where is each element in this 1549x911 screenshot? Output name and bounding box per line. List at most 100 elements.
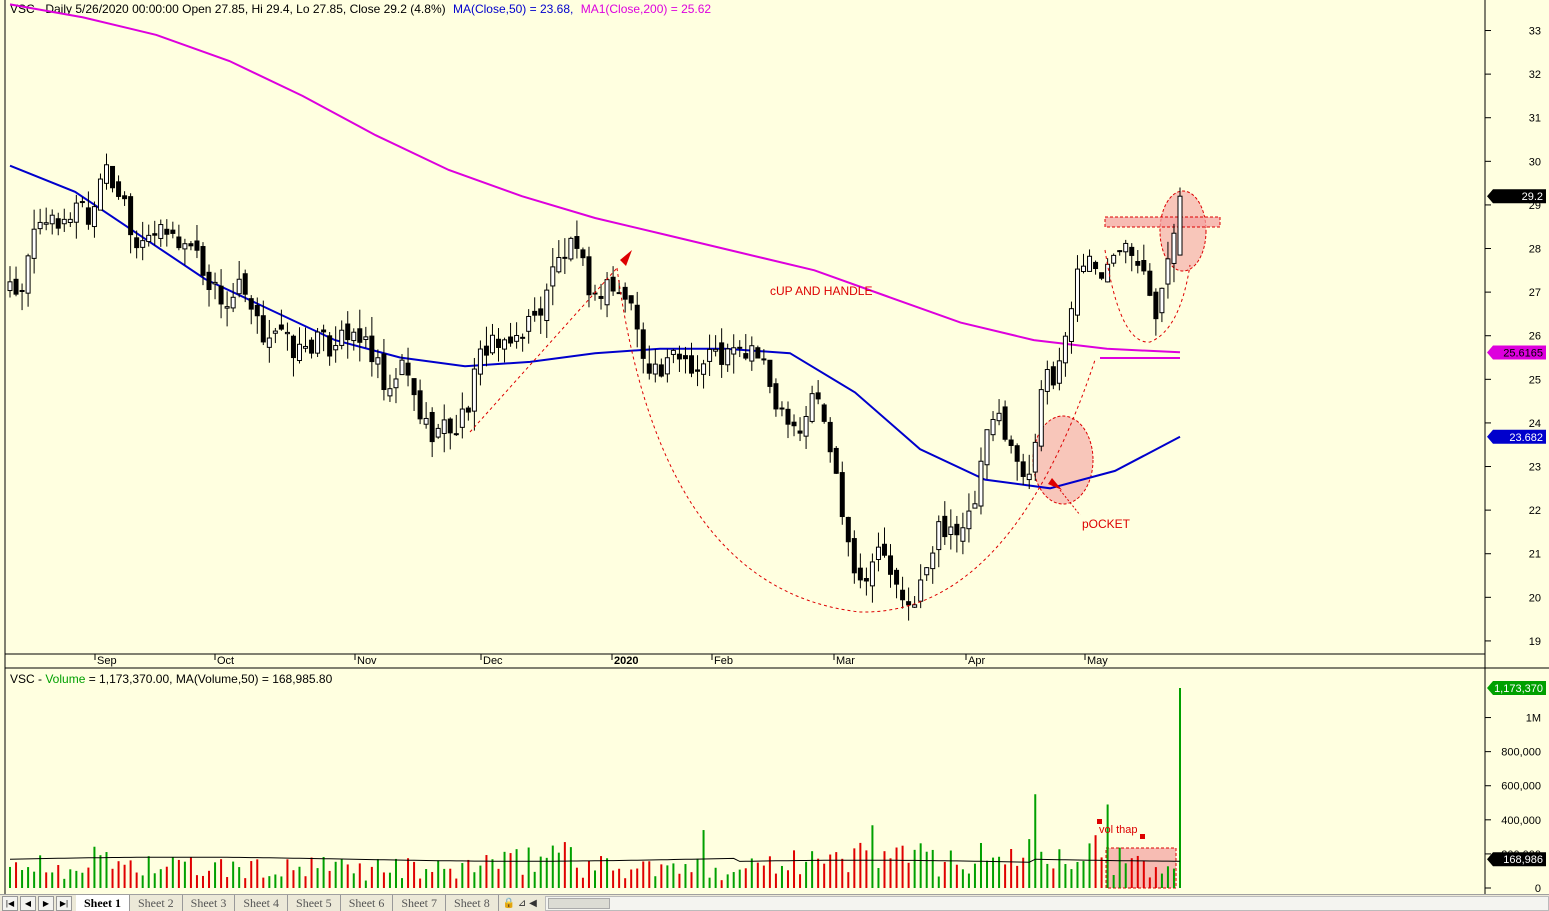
volume-bar [497, 868, 500, 888]
sheet-tab[interactable]: Sheet 5 [288, 895, 341, 911]
candle [622, 282, 628, 313]
volume-bar [153, 873, 156, 888]
candle [483, 326, 489, 367]
volume-bar [226, 877, 229, 888]
sheet-tab[interactable]: Sheet 6 [341, 895, 394, 911]
volume-bar [925, 851, 928, 888]
volume-bar [575, 867, 578, 888]
volume-bar [931, 849, 934, 888]
candle [803, 406, 809, 449]
candle [278, 309, 284, 331]
volume-bar [973, 863, 976, 888]
candle [869, 553, 875, 603]
candle [664, 349, 670, 383]
candle [369, 316, 375, 377]
pocket-pointer [1059, 489, 1081, 516]
sheet-tab[interactable]: Sheet 3 [183, 895, 236, 911]
candle [128, 193, 134, 254]
prev-sheet-button[interactable]: ◀ [20, 895, 36, 911]
last-sheet-button[interactable]: ▶| [56, 895, 72, 911]
volume-bar [1058, 849, 1061, 888]
volume-bar [786, 870, 789, 888]
first-sheet-button[interactable]: |◀ [2, 895, 18, 911]
volume-bar [57, 865, 60, 888]
volume-bar [955, 864, 958, 888]
price-tick-label: 25 [1529, 374, 1541, 386]
sheet-tab[interactable]: Sheet 7 [393, 895, 447, 911]
volume-bar [943, 861, 946, 888]
candle [954, 515, 960, 553]
candle [194, 224, 200, 259]
candle [1068, 301, 1074, 354]
volume-bar [443, 868, 446, 888]
candle [863, 567, 869, 596]
volume-bar [437, 860, 440, 888]
volume-bar [358, 863, 361, 888]
volume-bar [304, 876, 307, 888]
volume-bar [274, 874, 277, 888]
candle [290, 334, 296, 377]
cup-and-handle-label: cUP AND HANDLE [770, 284, 872, 298]
candle [942, 501, 948, 545]
volume-ma-header-label: MA(Volume,50) = 168,985.80 [176, 672, 333, 686]
candle [212, 272, 218, 300]
candle [164, 219, 170, 247]
candle [628, 295, 634, 311]
candle [387, 374, 393, 402]
volume-bar [738, 869, 741, 888]
candle [140, 221, 146, 261]
candle [688, 342, 694, 378]
candle [465, 405, 471, 421]
last-price-tag: 29.2 [1487, 189, 1546, 204]
candle [489, 323, 495, 356]
candle [695, 355, 701, 387]
volume-bar [346, 864, 349, 888]
ma200-header-label: MA1(Close,200) = 25.62 [581, 2, 712, 16]
volume-bar [865, 850, 868, 888]
svg-text:1,173,370: 1,173,370 [1494, 683, 1543, 695]
volume-bar [238, 867, 241, 888]
volume-bar [642, 861, 645, 888]
price-tick-label: 33 [1529, 26, 1541, 38]
candle [453, 414, 459, 437]
candle [731, 334, 737, 374]
volume-bar [1166, 866, 1169, 888]
volume-bar [280, 876, 283, 888]
volume-bar [503, 851, 506, 888]
candle [67, 212, 73, 228]
candle [701, 359, 707, 389]
sheet-tab[interactable]: Sheet 4 [235, 895, 289, 911]
price-tick-label: 31 [1529, 113, 1541, 125]
sheet-tab[interactable]: Sheet 1 [76, 895, 130, 911]
pocket-arrow-icon [1048, 478, 1062, 490]
candle [568, 236, 574, 262]
candle [272, 327, 278, 344]
candle [79, 197, 85, 208]
next-sheet-button[interactable]: ▶ [38, 895, 54, 911]
candle [1177, 187, 1183, 256]
candle [218, 269, 224, 319]
candle [1026, 454, 1032, 490]
sheet-tab[interactable]: Sheet 8 [446, 895, 499, 911]
candle [315, 327, 321, 357]
volume-bar [21, 870, 24, 888]
sheet-tools-icon[interactable]: 🔒 ⊿ ◀ [502, 897, 537, 909]
volume-bar [45, 872, 48, 888]
volume-bar [672, 863, 675, 888]
candle [845, 516, 851, 557]
volume-bar [624, 878, 627, 888]
candle [146, 224, 152, 247]
volume-bar [419, 878, 422, 888]
volume-bar [382, 872, 385, 888]
candle [827, 417, 833, 463]
volume-bar [521, 874, 524, 888]
horizontal-scrollbar[interactable] [544, 895, 1549, 911]
candle [556, 240, 562, 274]
scroll-thumb[interactable] [547, 897, 610, 909]
volume-bar [364, 880, 367, 888]
candle [471, 357, 477, 431]
volume-bar [509, 853, 512, 888]
sheet-tab[interactable]: Sheet 2 [130, 895, 183, 911]
volume-tick-label: 1M [1526, 713, 1541, 725]
